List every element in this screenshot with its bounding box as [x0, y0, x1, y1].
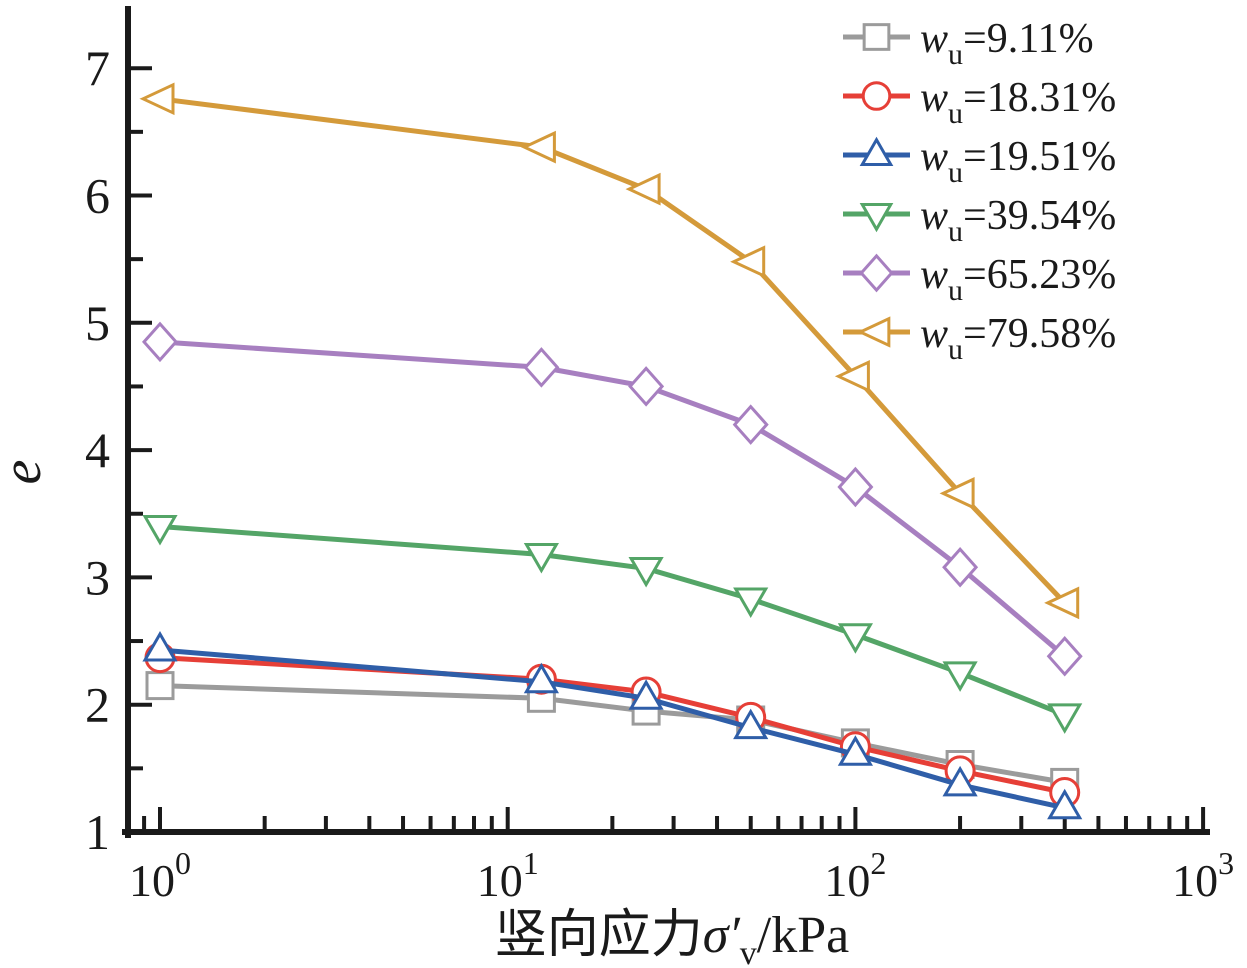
triangle-up-marker-icon — [733, 708, 769, 740]
y-tick-label: 3 — [85, 549, 110, 605]
legend-label: wu=79.58% — [920, 311, 1116, 366]
series-wu=18.31% — [144, 642, 1081, 808]
series-line — [159, 647, 1066, 811]
y-tick-label: 4 — [85, 422, 110, 478]
x-tick-label: 101 — [477, 845, 539, 906]
triangle-left-marker-icon — [939, 477, 975, 510]
legend-label: wu=39.54% — [920, 193, 1116, 248]
diamond-marker-icon — [628, 366, 665, 407]
series-wu=19.51% — [142, 630, 1083, 820]
legend-label: wu=18.31% — [920, 75, 1116, 130]
triangle-down-marker-icon — [1047, 703, 1083, 734]
y-axis-title: e — [0, 460, 53, 485]
series-wu=65.23% — [141, 321, 1083, 677]
triangle-left-marker-icon — [1044, 586, 1080, 620]
diamond-marker-icon — [1046, 636, 1083, 677]
y-tick-label: 5 — [85, 295, 110, 351]
triangle-left-marker-icon — [139, 82, 175, 116]
triangle-down-marker-icon — [142, 515, 178, 546]
x-tick-label: 103 — [1172, 845, 1234, 906]
ticks — [131, 66, 1206, 834]
triangle-left-marker-icon — [730, 245, 766, 279]
triangle-up-marker-icon — [859, 136, 894, 166]
legend-item-wu=9.11%: wu=9.11% — [843, 16, 1094, 71]
y-tick-label: 2 — [85, 677, 110, 733]
diamond-marker-icon — [523, 347, 560, 388]
square-marker-icon — [145, 671, 175, 701]
triangle-up-marker-icon — [628, 679, 664, 710]
triangle-left-marker-icon — [834, 359, 870, 393]
series-wu=79.58% — [139, 82, 1080, 620]
circle-marker-icon — [861, 81, 892, 111]
legend-label: wu=9.11% — [920, 16, 1094, 71]
triangle-down-marker-icon — [523, 543, 559, 574]
legend-item-wu=79.58%: wu=79.58% — [843, 311, 1116, 366]
x-tick-label: 100 — [129, 845, 191, 906]
y-tick-label: 1 — [85, 804, 110, 860]
legend-label: wu=19.51% — [920, 134, 1116, 189]
series-wu=39.54% — [142, 515, 1083, 734]
x-tick-label: 102 — [824, 845, 886, 906]
triangle-down-marker-icon — [859, 203, 894, 233]
diamond-marker-icon — [141, 321, 179, 363]
legend-item-wu=18.31%: wu=18.31% — [843, 75, 1116, 130]
y-tick-label: 7 — [85, 40, 110, 96]
triangle-up-marker-icon — [837, 735, 873, 766]
legend-item-wu=39.54%: wu=39.54% — [843, 193, 1116, 248]
axes — [122, 6, 1210, 838]
diamond-marker-icon — [732, 404, 769, 445]
series-line — [159, 339, 1067, 659]
triangle-down-marker-icon — [628, 557, 664, 588]
triangle-left-marker-icon — [520, 130, 556, 164]
triangle-up-marker-icon — [1047, 788, 1083, 820]
square-marker-icon — [862, 23, 891, 51]
triangle-left-marker-icon — [625, 172, 661, 206]
triangle-up-marker-icon — [142, 630, 178, 662]
series-line — [159, 655, 1066, 795]
legend-item-wu=19.51%: wu=19.51% — [843, 134, 1116, 189]
series-line — [159, 683, 1066, 785]
legend-label: wu=65.23% — [920, 252, 1116, 307]
tick-labels: 1 2 3 4 5 6 7 100 101 102 103 — [85, 40, 1234, 906]
diamond-marker-icon — [859, 253, 894, 293]
triangle-up-marker-icon — [523, 662, 559, 694]
triangle-down-marker-icon — [733, 587, 769, 619]
diamond-marker-icon — [837, 466, 874, 508]
triangle-down-marker-icon — [942, 661, 978, 692]
x-axis-title: 竖向应力σ′v/kPa — [495, 907, 850, 968]
triangle-left-marker-icon — [856, 316, 891, 348]
y-tick-label: 6 — [85, 168, 110, 224]
series-group — [139, 82, 1083, 820]
diamond-marker-icon — [942, 546, 979, 588]
triangle-down-marker-icon — [837, 623, 873, 654]
legend: wu=9.11%wu=18.31%wu=19.51%wu=39.54%wu=65… — [843, 16, 1116, 366]
triangle-up-marker-icon — [942, 765, 978, 797]
legend-item-wu=65.23%: wu=65.23% — [843, 252, 1116, 307]
